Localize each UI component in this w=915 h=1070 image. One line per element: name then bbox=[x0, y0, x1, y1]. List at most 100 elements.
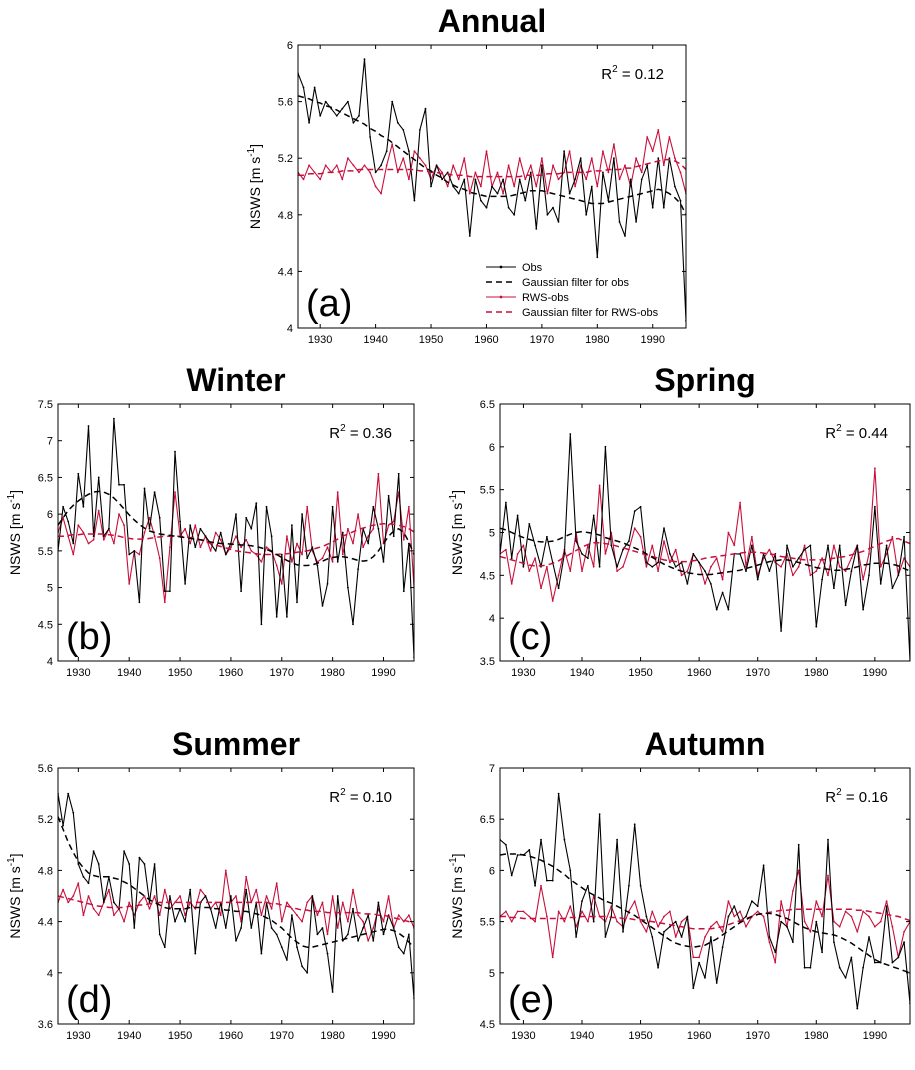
data-point-obs bbox=[382, 933, 385, 936]
data-point-obs bbox=[474, 178, 477, 181]
x-tick-label: 1990 bbox=[863, 1030, 887, 1042]
data-point-obs bbox=[308, 121, 310, 124]
data-point-obs bbox=[803, 966, 806, 969]
data-point-obs bbox=[341, 107, 344, 110]
data-point-obs bbox=[540, 838, 542, 841]
data-point-obs bbox=[633, 510, 636, 512]
r2-exp: 2 bbox=[612, 64, 618, 75]
data-point-rws bbox=[815, 900, 818, 902]
data-point-rws bbox=[563, 920, 566, 923]
x-tick-label: 1970 bbox=[270, 667, 294, 679]
data-point-obs bbox=[721, 946, 724, 949]
data-point-obs bbox=[419, 129, 421, 131]
series-line-obs bbox=[500, 433, 910, 661]
data-point-obs bbox=[651, 936, 654, 938]
data-point-rws bbox=[585, 178, 588, 181]
data-point-obs bbox=[674, 920, 677, 923]
data-point-obs bbox=[756, 578, 759, 581]
data-point-obs bbox=[62, 505, 64, 508]
data-point-rws bbox=[335, 164, 338, 167]
data-point-rws bbox=[581, 570, 583, 572]
data-point-rws bbox=[270, 907, 273, 910]
data-point-obs bbox=[541, 164, 543, 167]
data-point-obs bbox=[92, 535, 95, 538]
data-point-rws bbox=[557, 178, 560, 181]
data-point-rws bbox=[245, 875, 248, 878]
data-point-rws bbox=[604, 553, 607, 555]
data-point-obs bbox=[128, 553, 131, 556]
data-point-obs bbox=[87, 882, 90, 885]
data-point-obs bbox=[326, 583, 329, 585]
data-point-obs bbox=[510, 874, 513, 877]
data-point-rws bbox=[546, 915, 548, 918]
data-point-obs bbox=[874, 961, 876, 964]
data-point-rws bbox=[77, 524, 80, 527]
y-axis-label-exp: -1 bbox=[246, 147, 257, 156]
data-point-obs bbox=[430, 185, 432, 188]
data-point-rws bbox=[87, 542, 90, 545]
data-point-rws bbox=[874, 925, 876, 928]
y-tick-label: 6 bbox=[287, 40, 293, 52]
y-tick-label: 5.6 bbox=[278, 97, 293, 109]
r2-exp: 2 bbox=[340, 787, 346, 798]
x-tick-label: 1990 bbox=[863, 667, 887, 679]
data-point-obs bbox=[592, 514, 595, 517]
data-point-rws bbox=[657, 925, 659, 928]
data-point-rws bbox=[639, 920, 642, 923]
data-point-rws bbox=[153, 895, 156, 897]
data-point-rws bbox=[108, 888, 110, 891]
data-point-obs bbox=[657, 966, 659, 969]
data-point-obs bbox=[633, 823, 636, 826]
data-point-rws bbox=[97, 914, 100, 917]
r2-exp: 2 bbox=[836, 423, 842, 434]
data-point-rws bbox=[128, 901, 131, 904]
data-point-rws bbox=[674, 936, 677, 938]
data-point-obs bbox=[640, 178, 643, 181]
data-point-obs bbox=[321, 927, 324, 929]
data-point-rws bbox=[209, 550, 212, 552]
y-tick-label: 6.5 bbox=[480, 814, 495, 826]
data-point-rws bbox=[179, 895, 182, 897]
data-point-obs bbox=[575, 936, 577, 938]
data-point-obs bbox=[377, 527, 380, 530]
data-point-obs bbox=[67, 520, 70, 523]
data-point-rws bbox=[362, 546, 364, 549]
x-tick-label: 1980 bbox=[585, 334, 609, 346]
data-point-rws bbox=[357, 513, 359, 515]
data-point-obs bbox=[148, 901, 151, 904]
data-point-obs bbox=[397, 472, 400, 475]
panel-winter: Winter 4 4.5 5 5.5 6 6.5 7 7.5 1930 1940 1950 1960 19… bbox=[6, 362, 415, 679]
data-point-rws bbox=[505, 910, 507, 913]
data-point-obs bbox=[402, 952, 405, 955]
y-tick-label: 3.5 bbox=[480, 656, 495, 668]
data-point-rws bbox=[827, 574, 829, 577]
data-point-obs bbox=[698, 961, 700, 964]
data-point-obs bbox=[569, 433, 572, 435]
data-point-obs bbox=[803, 548, 806, 551]
data-point-obs bbox=[240, 590, 243, 593]
data-point-obs bbox=[413, 199, 416, 202]
data-point-rws bbox=[622, 565, 624, 568]
data-point-obs bbox=[885, 905, 888, 908]
data-point-obs bbox=[897, 956, 900, 959]
data-point-rws bbox=[408, 178, 410, 181]
y-axis-label-close: ] bbox=[7, 853, 23, 857]
y-tick-label: 4.4 bbox=[278, 266, 293, 278]
r2-value: = 0.36 bbox=[346, 425, 392, 442]
data-point-obs bbox=[347, 100, 349, 103]
data-point-obs bbox=[639, 505, 642, 508]
data-point-obs bbox=[402, 590, 405, 593]
data-point-rws bbox=[358, 171, 360, 174]
data-point-rws bbox=[113, 542, 115, 545]
legend-marker-obs bbox=[499, 265, 503, 269]
data-point-obs bbox=[680, 936, 683, 938]
data-point-rws bbox=[184, 527, 187, 530]
data-point-obs bbox=[505, 843, 507, 846]
data-point-obs bbox=[311, 895, 314, 897]
data-point-obs bbox=[143, 863, 146, 865]
data-point-rws bbox=[715, 920, 718, 923]
data-point-obs bbox=[639, 884, 642, 887]
data-point-rws bbox=[255, 888, 258, 891]
panel-title: Winter bbox=[186, 362, 285, 398]
data-point-obs bbox=[529, 171, 532, 174]
